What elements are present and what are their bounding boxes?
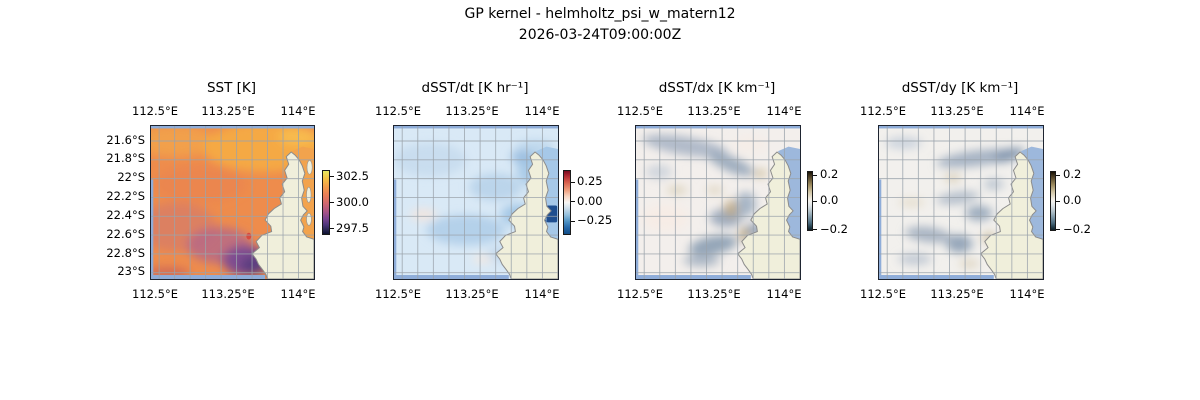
lon-tick-label: 113.25°E — [201, 287, 255, 301]
map-dsst-dy — [878, 125, 1044, 280]
panel-title-dsst-dt: dSST/dt [K hr⁻¹] — [421, 80, 529, 96]
lat-tick-label: 22°S — [117, 170, 145, 184]
map-dsst-dx-canvas — [636, 126, 800, 279]
colorbar-tick-label: 0.00 — [577, 194, 603, 208]
colorbar-tick-label: 0.0 — [1063, 193, 1082, 207]
colorbar-tick-label: −0.25 — [577, 213, 613, 227]
panel-title-dsst-dx: dSST/dx [K km⁻¹] — [658, 80, 776, 96]
colorbar-tick — [571, 201, 575, 202]
colorbar-tick-label: 302.5 — [336, 169, 369, 183]
colorbar-tick-label: 0.25 — [577, 174, 603, 188]
lon-tick-label: 112.5°E — [375, 104, 421, 118]
colorbar-tick-label: 0.0 — [820, 193, 839, 207]
lat-tick-label: 23°S — [117, 264, 145, 278]
colorbar-tick-label: −0.2 — [820, 222, 848, 236]
lon-tick-label: 113.25°E — [445, 104, 499, 118]
lon-tick-label: 112.5°E — [132, 287, 178, 301]
colorbar-sst — [322, 170, 330, 235]
lon-tick-label: 114°E — [766, 104, 802, 118]
colorbar-tick — [571, 182, 575, 183]
lat-tick-label: 21.8°S — [106, 151, 145, 165]
colorbar-tick — [813, 201, 817, 202]
lat-tick-label: 22.4°S — [106, 208, 145, 222]
colorbar-tick-label: 297.5 — [336, 221, 369, 235]
lon-tick-label: 114°E — [524, 287, 560, 301]
colorbar-tick — [1056, 229, 1060, 230]
colorbar-tick-label: −0.2 — [1063, 222, 1091, 236]
map-sst — [150, 125, 315, 280]
figure-title: GP kernel - helmholtz_psi_w_matern12 — [464, 6, 736, 22]
colorbar-tick — [571, 221, 575, 222]
lon-tick-label: 112.5°E — [860, 104, 906, 118]
colorbar-tick-label: 0.2 — [820, 167, 839, 181]
lon-tick-label: 114°E — [1009, 287, 1045, 301]
lon-tick-label: 112.5°E — [617, 104, 663, 118]
colorbar-dsst-dy — [1050, 171, 1056, 231]
map-dsst-dx — [635, 125, 801, 280]
colorbar-tick — [330, 202, 334, 203]
colorbar-tick — [330, 176, 334, 177]
lon-tick-label: 113.25°E — [445, 287, 499, 301]
colorbar-tick — [1056, 201, 1060, 202]
map-dsst-dt — [393, 125, 559, 280]
lon-tick-label: 113.25°E — [687, 104, 741, 118]
colorbar-dsst-dx — [807, 171, 813, 231]
lon-tick-label: 113.25°E — [201, 104, 255, 118]
map-dsst-dt-canvas — [394, 126, 558, 279]
lat-tick-label: 22.8°S — [106, 246, 145, 260]
panel-title-sst: SST [K] — [206, 80, 257, 96]
lon-tick-label: 114°E — [524, 104, 560, 118]
gulf-island — [306, 186, 312, 203]
lon-tick-label: 114°E — [766, 287, 802, 301]
gulf-island — [306, 212, 312, 226]
panel-title-dsst-dy: dSST/dy [K km⁻¹] — [901, 80, 1019, 96]
colorbar-tick — [330, 228, 334, 229]
colorbar-tick-label: 0.2 — [1063, 167, 1082, 181]
lon-tick-label: 113.25°E — [930, 287, 984, 301]
colorbar-dsst-dt — [563, 170, 571, 235]
lon-tick-label: 112.5°E — [860, 287, 906, 301]
lon-tick-label: 112.5°E — [375, 287, 421, 301]
lon-tick-label: 113.25°E — [687, 287, 741, 301]
gulf-island — [306, 160, 313, 175]
colorbar-tick — [813, 229, 817, 230]
lon-tick-label: 112.5°E — [132, 104, 178, 118]
lon-tick-label: 112.5°E — [617, 287, 663, 301]
lon-tick-label: 114°E — [280, 287, 316, 301]
lat-tick-label: 22.6°S — [106, 227, 145, 241]
lat-tick-label: 22.2°S — [106, 189, 145, 203]
colorbar-tick — [1056, 175, 1060, 176]
figure-subtitle: 2026-03-24T09:00:00Z — [518, 27, 682, 43]
map-dsst-dy-canvas — [879, 126, 1043, 279]
lon-tick-label: 114°E — [280, 104, 316, 118]
colorbar-tick-label: 300.0 — [336, 195, 369, 209]
colorbar-tick — [813, 175, 817, 176]
map-sst-canvas — [151, 126, 314, 279]
lat-tick-label: 21.6°S — [106, 133, 145, 147]
sst-warm-spot — [246, 232, 252, 240]
lon-tick-label: 114°E — [1009, 104, 1045, 118]
lon-tick-label: 113.25°E — [930, 104, 984, 118]
